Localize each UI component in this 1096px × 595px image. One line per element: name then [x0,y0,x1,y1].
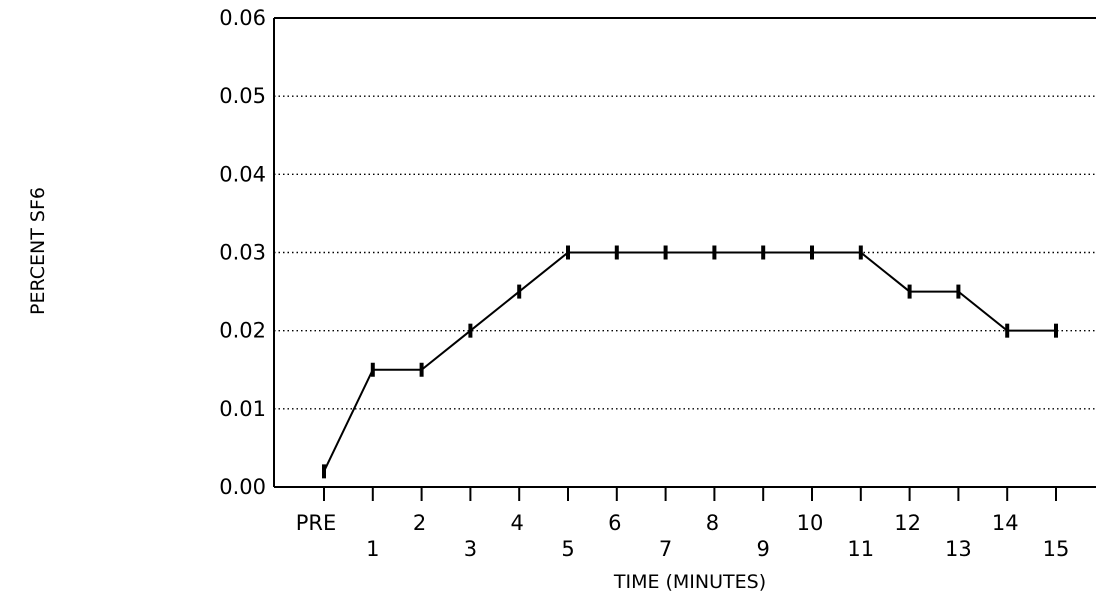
x-tick-label: 5 [561,537,574,561]
x-tick-label: 1 [366,537,379,561]
y-tick-label: 0.06 [219,6,266,30]
x-tick-label: 8 [706,511,719,535]
x-tick-label: 9 [757,537,770,561]
y-tick-label: 0.02 [219,319,266,343]
y-tick-label: 0.03 [219,241,266,265]
x-tick-label: 14 [992,511,1019,535]
x-tick-label: 3 [464,537,477,561]
x-tick-label: 2 [413,511,426,535]
x-tick-label: 13 [945,537,972,561]
y-tick-label: 0.01 [219,397,266,421]
x-tick-label: 12 [894,511,921,535]
series-line [322,245,1058,479]
x-axis-label: TIME (MINUTES) [613,571,766,593]
x-tick-label: 15 [1043,537,1070,561]
y-tick-label: 0.00 [219,475,266,499]
x-tick-label: 6 [608,511,621,535]
y-axis: 0.00 0.01 0.02 0.03 0.04 0.05 0.06 [219,6,266,499]
y-tick-label: 0.04 [219,162,266,186]
x-tick-label: 7 [659,537,672,561]
x-tick-label: PRE [296,511,337,535]
x-tick-label: 4 [511,511,524,535]
y-tick-label: 0.05 [219,84,266,108]
series-line-path [323,251,1056,472]
x-tick-label: 10 [797,511,824,535]
y-axis-label: PERCENT SF6 [27,187,49,315]
x-tick-label: 11 [847,537,874,561]
